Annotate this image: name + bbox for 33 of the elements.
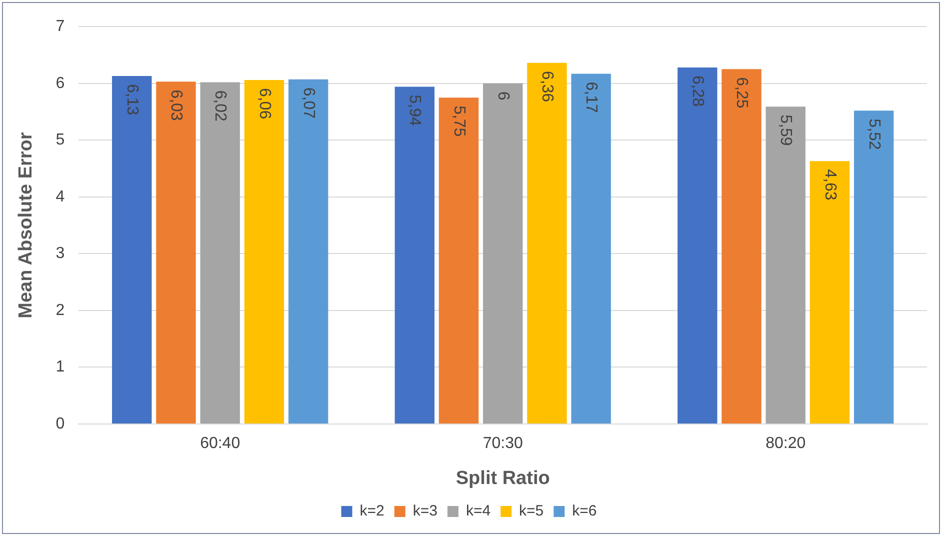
x-tick-label: 80:20: [766, 435, 806, 452]
legend-label: k=4: [466, 502, 491, 520]
y-tick-label: 0: [56, 415, 65, 432]
y-tick-label: 5: [56, 132, 65, 149]
y-tick-label: 6: [56, 74, 65, 92]
data-label: 5,94: [406, 94, 424, 126]
legend-label: k=3: [412, 502, 438, 520]
data-label: 6,07: [300, 87, 317, 119]
x-axis-title: Split Ratio: [456, 468, 550, 489]
y-axis-title: Mean Absolute Error: [16, 132, 37, 318]
data-label: 6,17: [582, 82, 600, 113]
x-tick-label: 60:40: [200, 435, 240, 452]
y-tick-label: 1: [56, 358, 65, 376]
data-label: 5,59: [777, 114, 794, 146]
y-tick-label: 4: [56, 188, 65, 206]
y-tick-label: 3: [56, 245, 65, 262]
data-label: 5,52: [865, 118, 882, 150]
data-label: 6,36: [538, 70, 556, 102]
data-label: 4,63: [821, 169, 838, 200]
data-label: 6: [494, 91, 512, 100]
legend-label: k=5: [519, 502, 544, 520]
data-label: 6,13: [123, 84, 140, 116]
legend-label: k=2: [360, 502, 384, 520]
data-label: 6,03: [168, 90, 185, 121]
data-label: 5,75: [450, 106, 468, 137]
x-tick-label: 70:30: [482, 435, 523, 452]
data-label: 6,02: [212, 90, 229, 122]
data-label: 6,06: [256, 88, 273, 120]
legend-label: k=6: [572, 502, 597, 520]
y-tick-label: 7: [56, 18, 65, 36]
y-tick-label: 2: [56, 302, 65, 319]
data-label: 6,25: [733, 77, 750, 108]
data-label: 6,28: [688, 75, 706, 107]
